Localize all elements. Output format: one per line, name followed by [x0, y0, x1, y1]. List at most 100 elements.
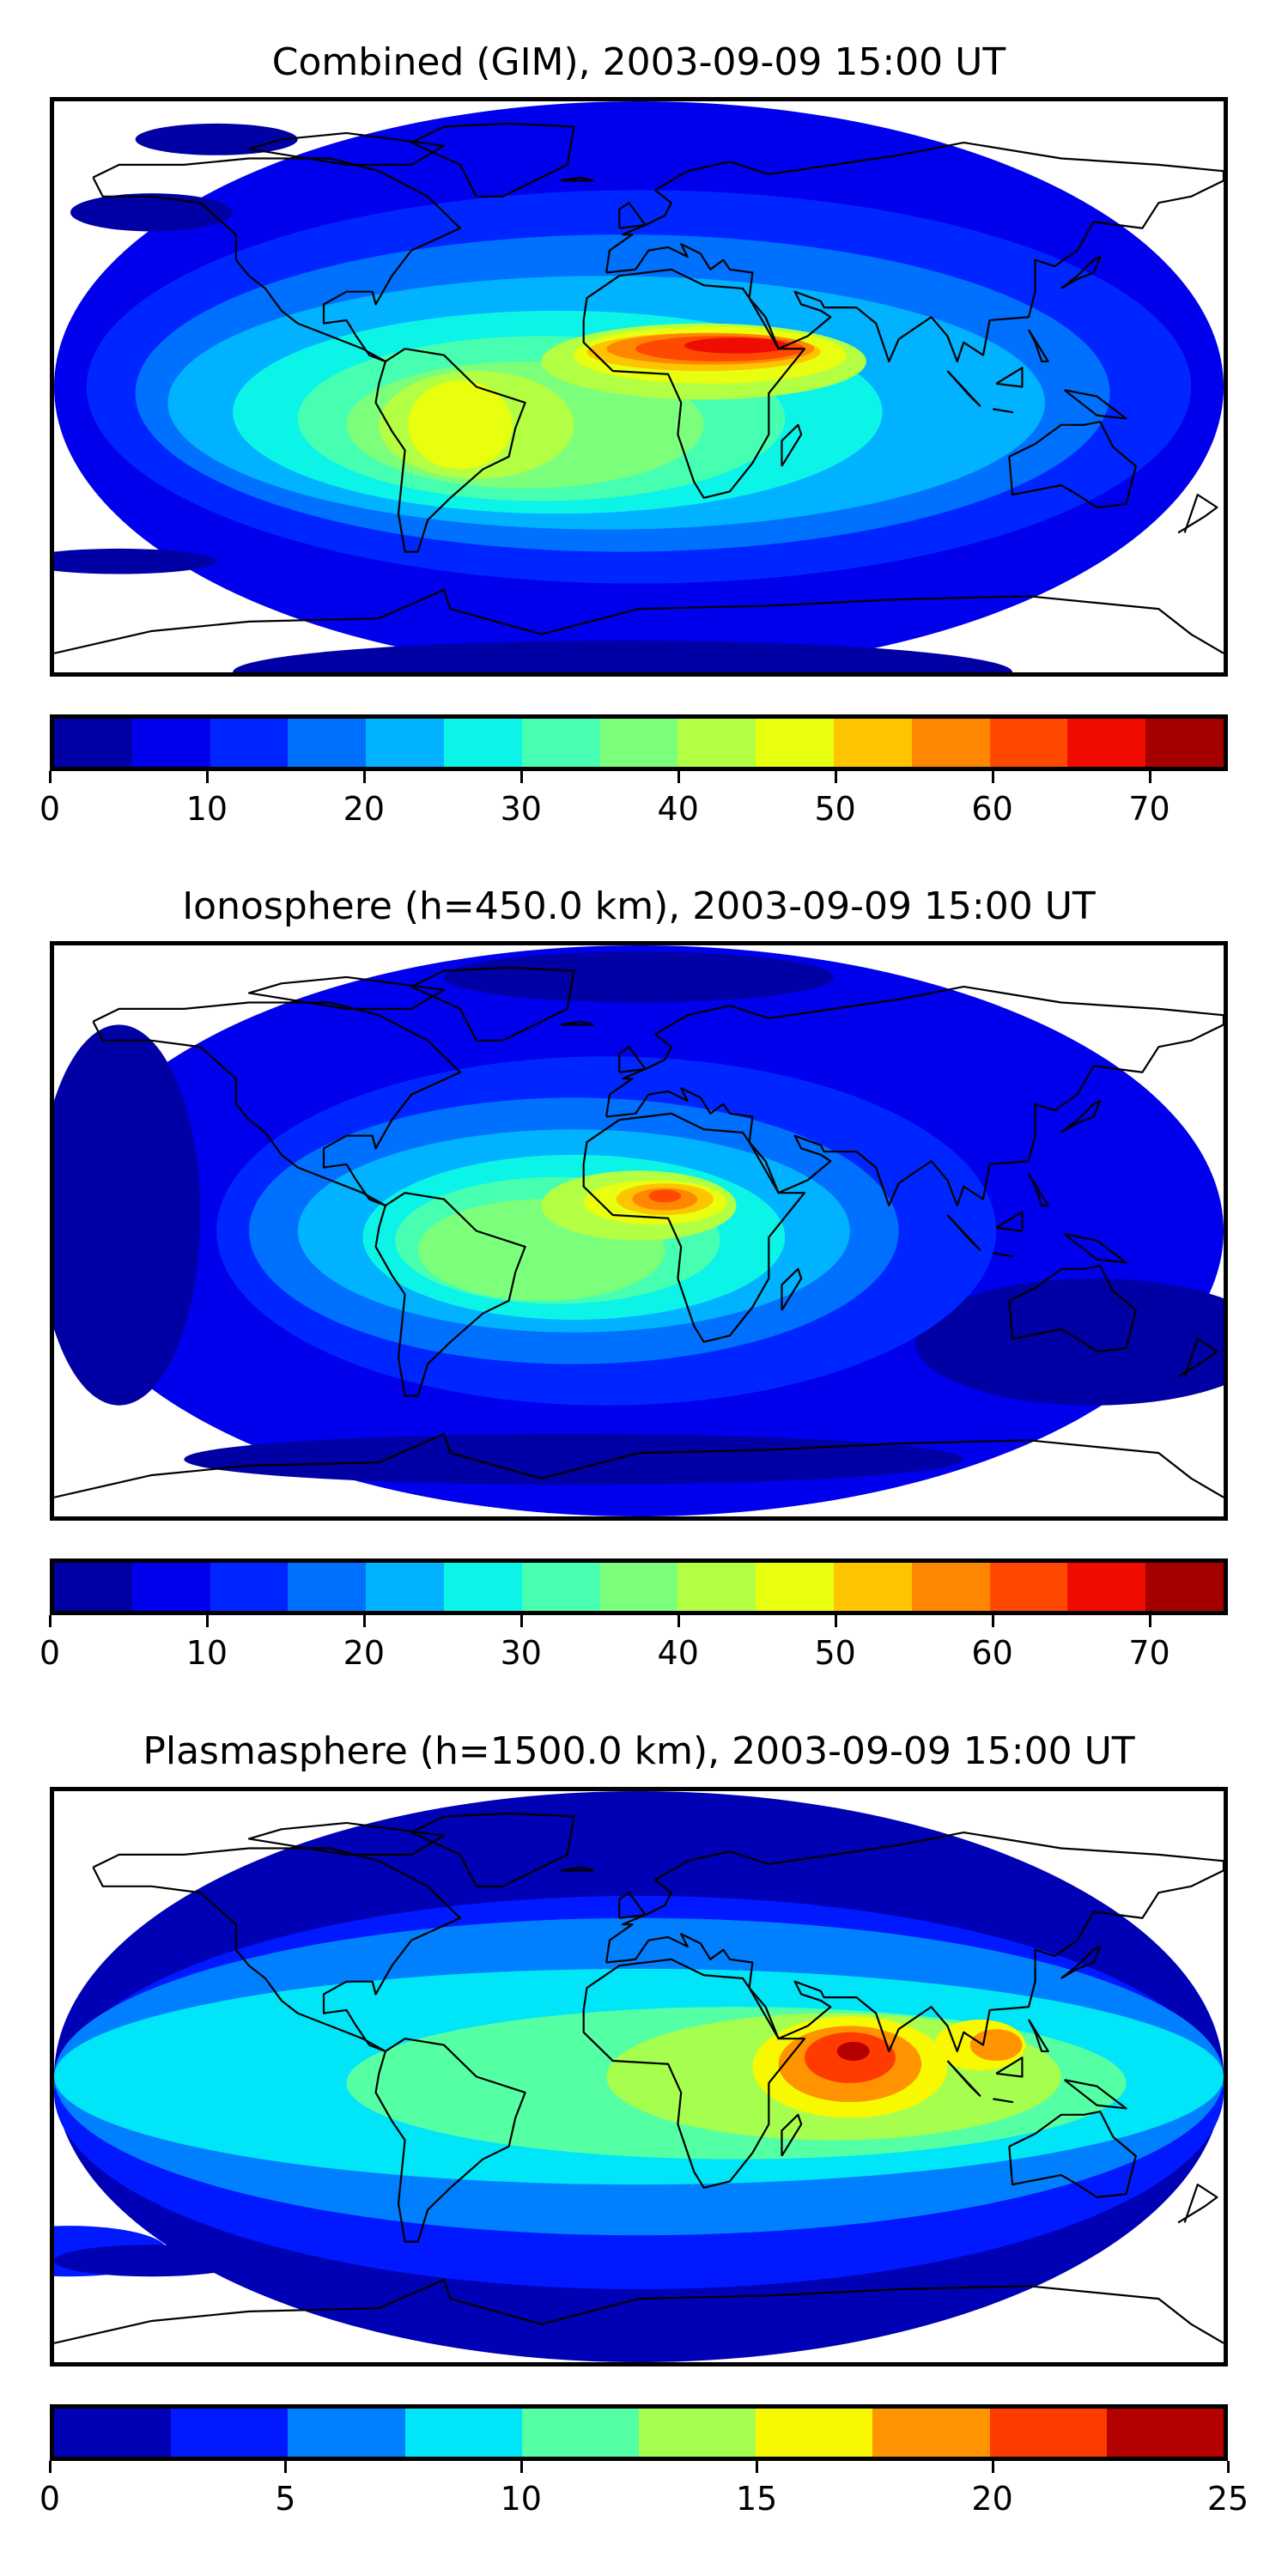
colorbar-ticks-plasmasphere: 0 5 10 15 20 25	[39, 2461, 1249, 2530]
colorbar-tick-mark	[1148, 1615, 1151, 1627]
coastline	[996, 2057, 1022, 2076]
colorbar-ticks-combined: 0 10 20 30 40 50 60 70	[39, 771, 1228, 840]
colorbar-bin-14	[1145, 1563, 1224, 1611]
coastline	[1009, 422, 1136, 507]
colorbar-tick-label: 10	[185, 790, 228, 828]
panel-title-ionosphere: Ionosphere (h=450.0 km), 2003-09-09 15:0…	[182, 884, 1096, 928]
coastline	[1065, 390, 1127, 418]
contour-level-0	[54, 1024, 201, 1406]
colorbar-tick-label: 30	[500, 1634, 542, 1672]
coastline	[411, 968, 574, 1041]
coastline	[947, 371, 980, 406]
coastline	[93, 1849, 460, 2051]
colorbar-tick-label: 0	[39, 790, 61, 828]
coastline	[606, 987, 1224, 1206]
colorbar-tick-mark	[1148, 771, 1151, 783]
coastline	[619, 203, 645, 228]
colorbar-tick-label: 0	[39, 2480, 61, 2518]
colorbar-bin-9	[756, 1563, 834, 1611]
coastline-antarctica	[54, 590, 1224, 653]
coastline	[781, 2115, 801, 2156]
colorbar-bin-3	[288, 1563, 367, 1611]
coastline	[1061, 1101, 1100, 1133]
colorbar-combined	[50, 714, 1228, 771]
contour-level-0	[444, 951, 834, 1003]
colorbar-tick-label: 10	[185, 1634, 228, 1672]
coastline	[561, 1868, 593, 1871]
panel-title-plasmasphere: Plasmasphere (h=1500.0 km), 2003-09-09 1…	[143, 1729, 1135, 1773]
map-plasmasphere	[50, 1787, 1228, 2366]
colorbar-plasmasphere	[50, 2404, 1228, 2461]
coastline	[1065, 2080, 1127, 2108]
colorbar-bin-8	[989, 2409, 1107, 2457]
colorbar-bin-12	[989, 719, 1068, 767]
coastline-antarctica	[54, 1434, 1224, 1498]
coastline	[993, 409, 1012, 412]
colorbar-ticks-ionosphere: 0 10 20 30 40 50 60 70	[39, 1615, 1228, 1684]
coastline	[1061, 1947, 1100, 1978]
contour-level-0	[135, 123, 298, 155]
colorbar-tick-mark	[677, 1615, 680, 1627]
colorbar-tick-label: 50	[814, 790, 856, 828]
colorbar-tick-label: 10	[500, 2480, 542, 2518]
coastline	[947, 1215, 980, 1250]
colorbar-tick-label: 20	[343, 790, 386, 828]
colorbar-bin-1	[171, 2409, 289, 2457]
colorbar-bin-14	[1145, 719, 1224, 767]
coastline	[1065, 1234, 1127, 1262]
colorbar-bin-2	[210, 719, 289, 767]
colorbar-bin-5	[443, 1563, 522, 1611]
coastline	[1178, 495, 1217, 532]
coastline	[411, 124, 574, 197]
colorbar-tick-label: 20	[343, 1634, 386, 1672]
colorbar-bin-0	[54, 1563, 132, 1611]
colorbar-tick-label: 15	[736, 2480, 778, 2518]
colorbar-tick-label: 40	[657, 1634, 699, 1672]
coastline	[93, 159, 460, 361]
coastline	[249, 977, 444, 1009]
contour-level-0	[184, 1433, 964, 1485]
coastline	[1029, 2020, 1048, 2051]
coastline	[606, 1832, 1224, 2051]
coastline	[606, 143, 1224, 361]
colorbar-bin-7	[599, 719, 678, 767]
map-ionosphere	[50, 941, 1228, 1521]
colorbar-tick-label: 30	[500, 790, 542, 828]
colorbar-tick-label: 0	[39, 1634, 61, 1672]
colorbar-tick-label: 70	[1128, 790, 1170, 828]
colorbar-bin-6	[756, 2409, 873, 2457]
colorbar-tick-label: 5	[275, 2480, 296, 2518]
colorbar-tick-mark	[49, 771, 52, 783]
colorbar-tick-mark	[519, 2461, 523, 2473]
contour-level-7	[969, 2029, 1023, 2062]
coastline	[993, 2099, 1012, 2102]
colorbar-bin-4	[366, 719, 444, 767]
coastline	[1029, 1174, 1048, 1206]
coastline	[376, 2038, 526, 2241]
coastline	[1009, 1266, 1136, 1352]
contour-level-13	[683, 337, 789, 354]
coastline	[619, 1047, 645, 1072]
colorbar-bin-7	[599, 1563, 678, 1611]
colorbar-bin-0	[54, 2409, 172, 2457]
colorbar-bin-5	[639, 2409, 756, 2457]
colorbar-bin-9	[1106, 2409, 1224, 2457]
colorbar-bin-8	[677, 1563, 756, 1611]
colorbar-bin-6	[521, 1563, 600, 1611]
coastline	[1178, 1339, 1217, 1376]
colorbar-bin-3	[288, 719, 367, 767]
colorbar-bin-11	[911, 719, 990, 767]
colorbar-tick-mark	[834, 1615, 837, 1627]
colorbar-tick-mark	[284, 2461, 288, 2473]
colorbar-tick-mark	[1227, 2461, 1230, 2473]
contour-level-0	[70, 193, 234, 232]
coastline	[411, 1814, 574, 1886]
colorbar-tick-label: 70	[1128, 1634, 1170, 1672]
colorbar-bin-7	[872, 2409, 990, 2457]
colorbar-tick-label: 60	[971, 790, 1013, 828]
colorbar-tick-mark	[519, 1615, 523, 1627]
coastline	[996, 1212, 1022, 1230]
coastline	[619, 1893, 645, 1918]
map-plot-combined	[54, 101, 1224, 672]
colorbar-bin-4	[521, 2409, 640, 2457]
